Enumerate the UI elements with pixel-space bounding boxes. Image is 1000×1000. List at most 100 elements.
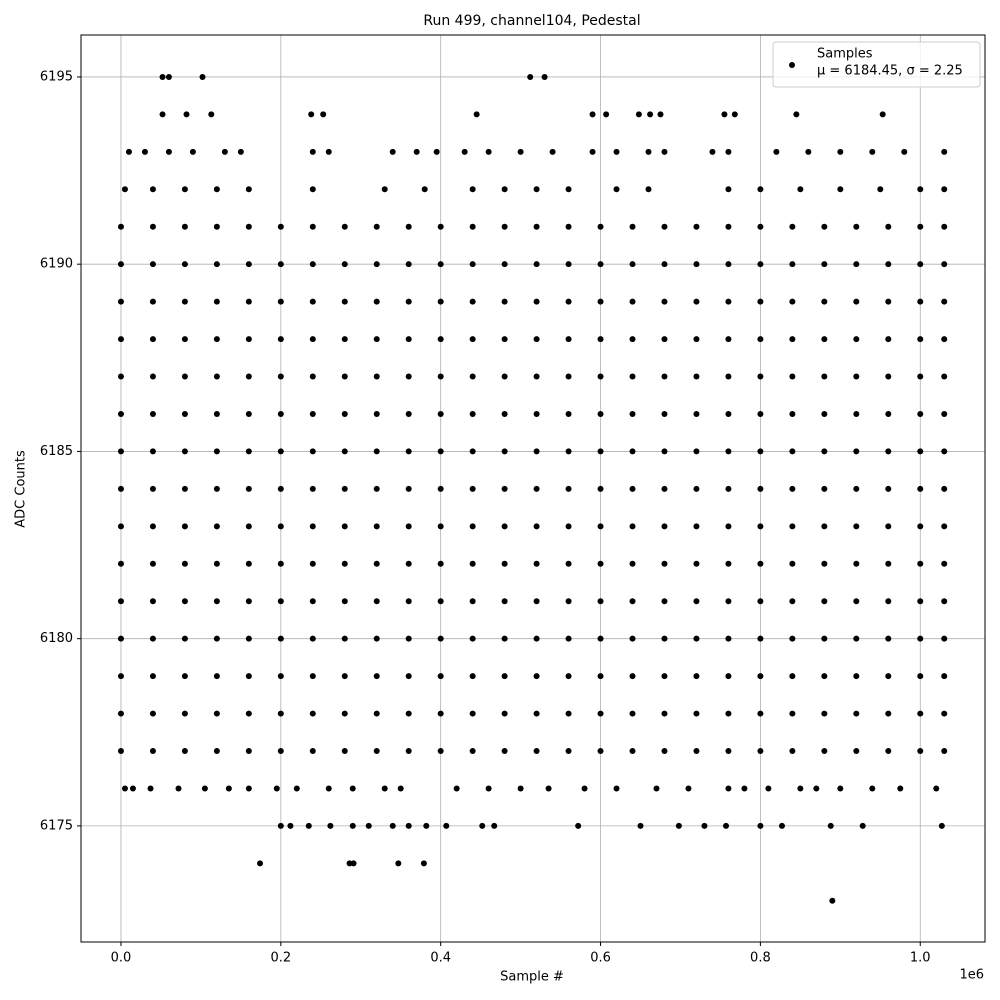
point <box>725 448 732 455</box>
point <box>725 186 732 193</box>
point <box>565 410 572 417</box>
point <box>469 523 476 530</box>
point <box>341 410 348 417</box>
point <box>213 298 220 305</box>
point <box>381 785 388 792</box>
point <box>365 822 372 829</box>
point <box>629 298 636 305</box>
point <box>565 710 572 717</box>
point <box>879 111 886 118</box>
point <box>373 485 380 492</box>
point <box>859 822 866 829</box>
point <box>757 822 764 829</box>
point <box>541 73 548 80</box>
point <box>941 298 948 305</box>
point <box>349 822 356 829</box>
point <box>757 336 764 343</box>
y-tick-label: 6195 <box>40 69 73 84</box>
point <box>941 673 948 680</box>
point <box>309 598 316 605</box>
point <box>213 448 220 455</box>
point <box>885 748 892 755</box>
point <box>757 448 764 455</box>
point <box>469 598 476 605</box>
point <box>853 373 860 380</box>
point <box>725 523 732 530</box>
point <box>545 785 552 792</box>
point <box>341 673 348 680</box>
point <box>117 373 124 380</box>
point <box>277 448 284 455</box>
point <box>469 673 476 680</box>
x-tick-label: 0.2 <box>270 951 291 966</box>
point <box>237 148 244 155</box>
point <box>149 485 156 492</box>
point <box>941 186 948 193</box>
point <box>201 785 208 792</box>
point <box>917 186 924 193</box>
point <box>938 822 945 829</box>
point <box>149 523 156 530</box>
point <box>853 748 860 755</box>
point <box>491 822 498 829</box>
point <box>885 523 892 530</box>
point <box>565 485 572 492</box>
point <box>789 336 796 343</box>
point <box>821 673 828 680</box>
point <box>413 148 420 155</box>
point <box>885 598 892 605</box>
point <box>181 223 188 230</box>
point <box>117 261 124 268</box>
point <box>597 560 604 567</box>
point <box>149 410 156 417</box>
point <box>933 785 940 792</box>
point <box>789 673 796 680</box>
point <box>731 111 738 118</box>
point <box>661 336 668 343</box>
point <box>693 635 700 642</box>
point <box>341 298 348 305</box>
point <box>693 336 700 343</box>
point <box>797 785 804 792</box>
point <box>821 410 828 417</box>
point <box>725 336 732 343</box>
point <box>341 448 348 455</box>
point <box>885 410 892 417</box>
point <box>661 373 668 380</box>
point <box>287 822 294 829</box>
point <box>757 298 764 305</box>
point <box>381 186 388 193</box>
point <box>501 635 508 642</box>
point <box>341 598 348 605</box>
point <box>437 410 444 417</box>
point <box>917 261 924 268</box>
point <box>821 560 828 567</box>
point <box>565 748 572 755</box>
point <box>597 485 604 492</box>
point <box>305 822 312 829</box>
point <box>213 710 220 717</box>
point <box>277 523 284 530</box>
point <box>501 223 508 230</box>
point <box>805 148 812 155</box>
point <box>565 523 572 530</box>
point <box>181 748 188 755</box>
point <box>941 485 948 492</box>
point <box>469 560 476 567</box>
point <box>213 223 220 230</box>
point <box>309 448 316 455</box>
point <box>117 673 124 680</box>
point <box>117 523 124 530</box>
point <box>437 261 444 268</box>
point <box>885 485 892 492</box>
point <box>741 785 748 792</box>
point <box>149 635 156 642</box>
point <box>941 410 948 417</box>
point <box>653 785 660 792</box>
point <box>149 298 156 305</box>
point <box>917 373 924 380</box>
point <box>469 710 476 717</box>
point <box>869 785 876 792</box>
point <box>661 598 668 605</box>
point <box>613 148 620 155</box>
